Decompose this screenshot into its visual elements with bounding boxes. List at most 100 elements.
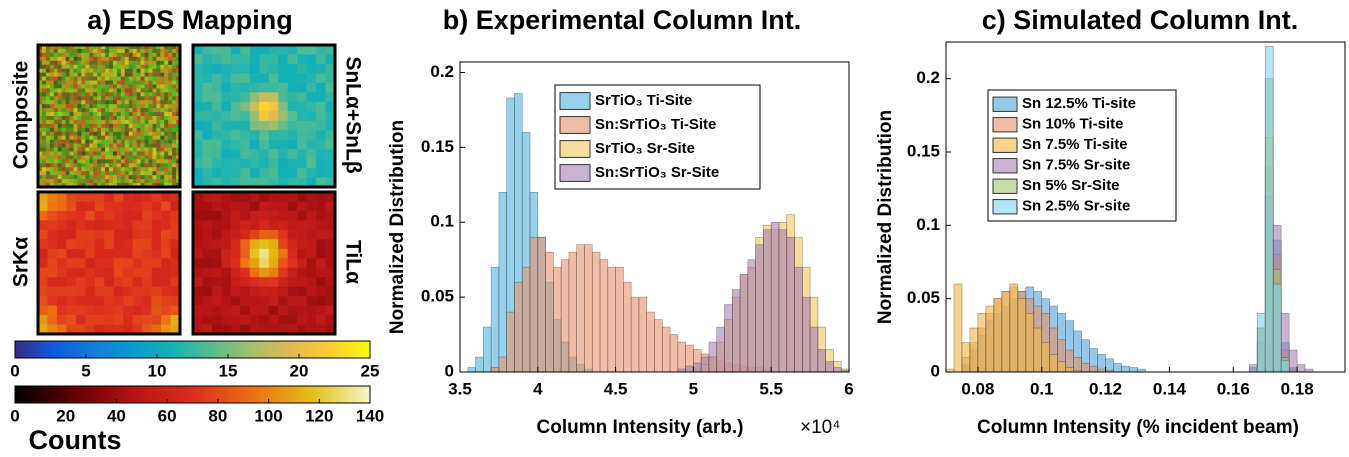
- map-pixel: [316, 220, 326, 231]
- map-pixel: [140, 45, 145, 50]
- map-pixel: [306, 305, 317, 316]
- map-pixel: [168, 127, 173, 133]
- map-pixel: [160, 88, 165, 93]
- map-pixel: [142, 192, 152, 202]
- map-pixel: [45, 119, 51, 125]
- map-pixel: [89, 56, 94, 62]
- map-pixel: [128, 96, 133, 101]
- map-pixel: [325, 248, 336, 259]
- map-pixel: [193, 192, 203, 202]
- map-pixel: [61, 76, 66, 81]
- map-pixel: [94, 248, 105, 259]
- map-pixel: [41, 183, 47, 188]
- map-pixel: [268, 210, 279, 221]
- map-pixel: [221, 149, 232, 159]
- map-pixel: [120, 108, 126, 113]
- map-pixel: [136, 48, 141, 54]
- map-pixel: [172, 179, 177, 184]
- map-pixel: [113, 296, 124, 306]
- map-pixel: [240, 168, 251, 178]
- map-pixel: [202, 63, 213, 74]
- map-pixel: [172, 56, 177, 62]
- map-pixel: [152, 135, 157, 140]
- map-pixel: [164, 100, 169, 105]
- map-pixel: [316, 149, 326, 159]
- map-pixel: [116, 96, 122, 101]
- map-pixel: [325, 229, 336, 240]
- map-pixel: [211, 158, 222, 169]
- map-pixel: [172, 92, 177, 97]
- map-pixel: [136, 143, 141, 148]
- map-pixel: [144, 171, 149, 176]
- map-pixel: [128, 119, 133, 125]
- map-pixel: [93, 100, 98, 105]
- map-pixel: [136, 80, 141, 85]
- map-pixel: [240, 296, 251, 306]
- map-pixel: [120, 123, 126, 129]
- map-pixel: [140, 147, 145, 152]
- map-pixel: [259, 139, 270, 150]
- map-pixel: [140, 131, 145, 137]
- map-pixel: [240, 286, 251, 297]
- map-pixel: [151, 286, 162, 297]
- map-pixel: [85, 151, 90, 156]
- map-pixel: [113, 210, 124, 221]
- map-pixel: [104, 229, 115, 240]
- map-pixel: [69, 131, 74, 137]
- map-pixel: [132, 64, 137, 69]
- map-pixel: [94, 229, 105, 240]
- map-pixel: [73, 123, 78, 129]
- map-pixel: [57, 183, 62, 188]
- map-pixel: [49, 179, 55, 184]
- histogram-bar: [560, 259, 570, 373]
- map-pixel: [45, 127, 51, 133]
- legend-swatch: [559, 116, 591, 134]
- map-pixel: [144, 104, 149, 109]
- histogram-bar: [1089, 365, 1098, 373]
- map-pixel: [297, 73, 307, 84]
- map-pixel: [73, 147, 78, 152]
- map-pixel: [278, 248, 288, 259]
- map-pixel: [53, 155, 59, 160]
- map-pixel: [101, 127, 106, 133]
- map-pixel: [89, 48, 94, 54]
- map-pixel: [120, 76, 126, 81]
- histogram-bar: [1280, 359, 1290, 373]
- map-pixel: [211, 139, 222, 150]
- map-pixel: [278, 168, 288, 178]
- map-pixel: [193, 158, 203, 169]
- map-pixel: [240, 324, 251, 335]
- map-pixel: [94, 277, 105, 287]
- map-pixel: [140, 163, 145, 168]
- map-pixel: [116, 104, 122, 109]
- map-pixel: [221, 120, 232, 131]
- map-pixel: [287, 201, 298, 212]
- map-pixel: [45, 60, 51, 66]
- map-pixel: [38, 143, 43, 148]
- map-pixel: [85, 96, 90, 101]
- map-pixel: [105, 112, 110, 117]
- map-pixel: [113, 258, 124, 269]
- map-pixel: [124, 159, 130, 164]
- map-pixel: [176, 151, 181, 156]
- map-pixel: [116, 64, 122, 69]
- map-pixel: [85, 286, 96, 297]
- map-pixel: [85, 76, 90, 81]
- map-pixel: [81, 143, 86, 148]
- map-pixel: [116, 52, 122, 58]
- map-pixel: [97, 104, 102, 109]
- map-pixel: [140, 143, 145, 148]
- map-pixel: [38, 201, 48, 212]
- map-pixel: [172, 72, 177, 77]
- map-pixel: [116, 60, 122, 66]
- map-pixel: [41, 64, 47, 69]
- map-pixel: [240, 45, 251, 55]
- map-pixel: [109, 127, 114, 133]
- map-pixel: [94, 239, 105, 250]
- map-pixel: [172, 131, 177, 137]
- map-pixel: [176, 163, 181, 168]
- map-pixel: [97, 127, 102, 133]
- map-pixel: [132, 210, 143, 221]
- map: [38, 192, 181, 335]
- map-pixel: [144, 80, 149, 85]
